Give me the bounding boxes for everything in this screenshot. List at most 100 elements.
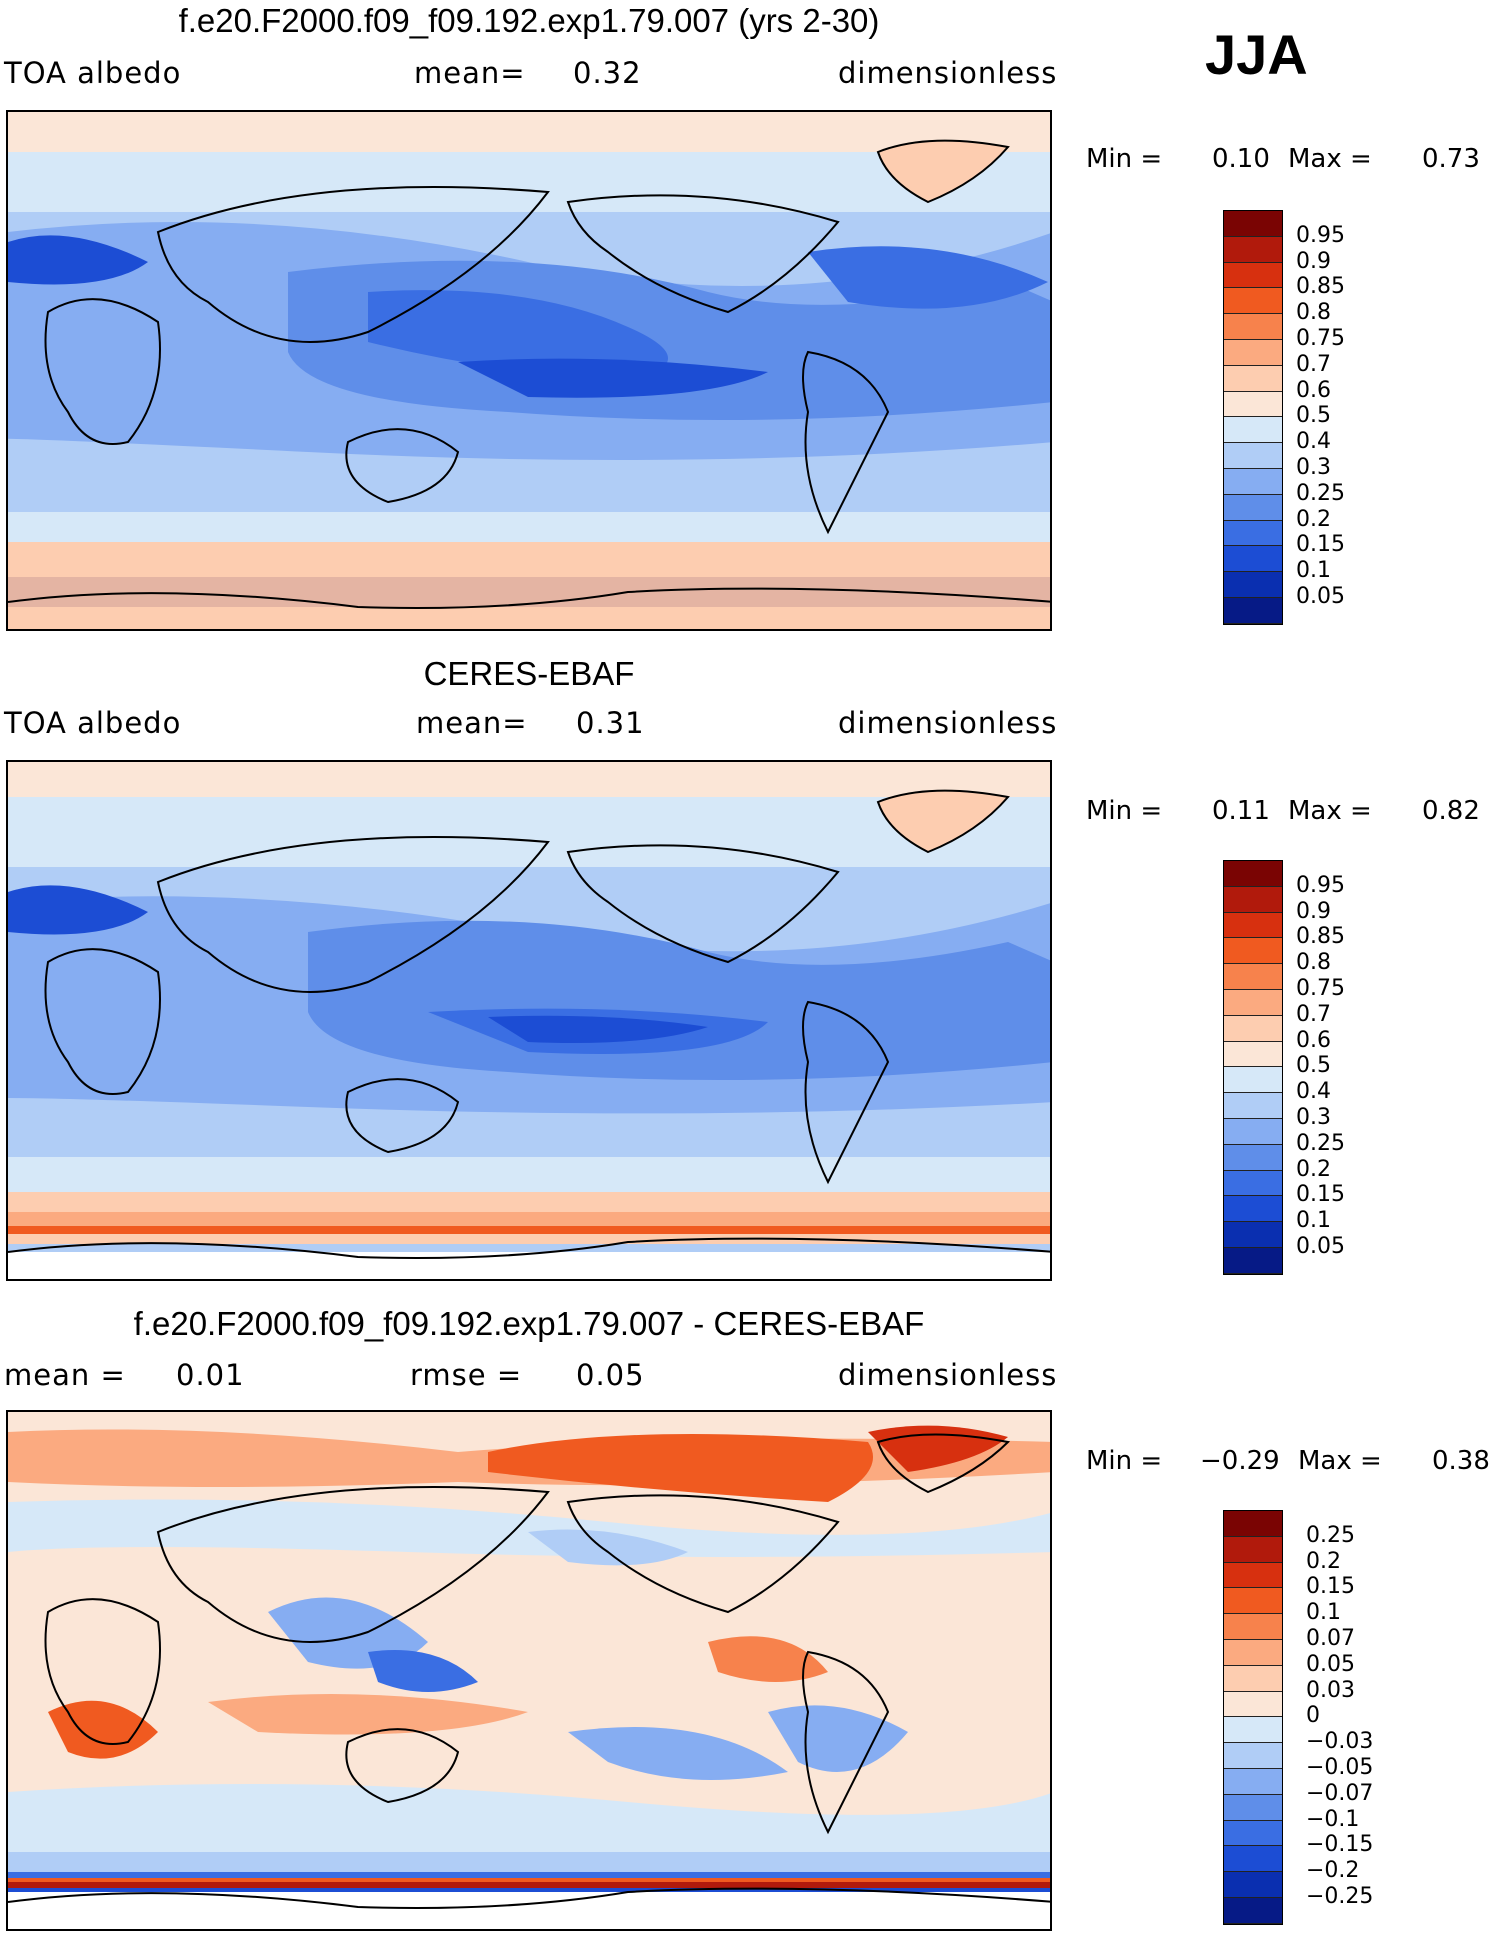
colorbar-swatch [1224, 1041, 1282, 1068]
panel2-max-value: 0.82 [1422, 796, 1480, 826]
colorbar-swatch [1224, 546, 1282, 573]
colorbar-tick-label: 0.2 [1306, 1548, 1341, 1574]
colorbar-swatch [1224, 236, 1282, 263]
colorbar-swatch [1224, 1820, 1282, 1847]
colorbar-tick-label: 0.05 [1306, 1651, 1355, 1677]
colorbar-tick-label: −0.25 [1306, 1884, 1374, 1909]
colorbar-tick-label: 0.95 [1296, 222, 1345, 248]
panel2-mean-label: mean= [416, 706, 528, 740]
panel1-mean-label: mean= [414, 56, 526, 90]
colorbar-tick-label: 0.25 [1306, 1522, 1355, 1548]
colorbar-swatch [1224, 1170, 1282, 1197]
colorbar-swatch [1224, 1768, 1282, 1795]
colorbar-tick-label: −0.03 [1306, 1729, 1374, 1755]
colorbar-swatch [1224, 1665, 1282, 1692]
panel1-min-label: Min = [1086, 144, 1163, 174]
colorbar-swatch [1224, 1247, 1282, 1274]
panel1-map [6, 110, 1052, 631]
panel3-min-value: −0.29 [1200, 1446, 1280, 1476]
colorbar-tick-label: 0.75 [1296, 976, 1345, 1001]
colorbar-tick-label: −0.07 [1306, 1780, 1374, 1806]
panel3-max-label: Max = [1298, 1446, 1382, 1476]
colorbar-tick-label: 0.1 [1306, 1600, 1341, 1626]
colorbar-swatch [1224, 886, 1282, 913]
colorbar-tick-label: 0.85 [1296, 274, 1345, 300]
colorbar-tick-label: 0.1 [1296, 1208, 1331, 1234]
colorbar-tick-label: 0.3 [1296, 455, 1331, 480]
colorbar-tick-label: 0.03 [1306, 1677, 1355, 1703]
colorbar-swatch [1224, 443, 1282, 469]
colorbar-tick-label: −0.2 [1306, 1858, 1360, 1884]
panel3-title: f.e20.F2000.f09_f09.192.exp1.79.007 - CE… [133, 1305, 925, 1342]
panel1-title: f.e20.F2000.f09_f09.192.exp1.79.007 (yrs… [178, 2, 880, 39]
colorbar-swatch [1224, 597, 1282, 624]
colorbar-swatch [1224, 417, 1282, 444]
panel3-mean-value: 0.01 [176, 1358, 245, 1392]
colorbar-tick-label: 0.5 [1296, 403, 1331, 429]
colorbar-tick-label: 0.25 [1296, 1130, 1345, 1156]
colorbar-tick-label: 0.8 [1296, 950, 1331, 976]
colorbar-swatch [1224, 520, 1282, 547]
panel3-rmse-value: 0.05 [576, 1358, 645, 1392]
panel1-max-label: Max = [1288, 144, 1372, 174]
colorbar-tick-label: 0.05 [1296, 584, 1345, 609]
colorbar-swatch [1224, 468, 1282, 495]
colorbar-swatch [1224, 211, 1282, 237]
season-label: JJA [1205, 23, 1308, 86]
panel2-colorbar [1223, 860, 1283, 1275]
colorbar-swatch [1224, 1691, 1282, 1718]
panel2-min-value: 0.11 [1212, 796, 1270, 826]
colorbar-tick-label: 0.1 [1296, 558, 1331, 584]
colorbar-swatch [1224, 1196, 1282, 1223]
panel3-map-field [8, 1412, 1050, 1929]
colorbar-tick-label: 0.6 [1296, 1027, 1331, 1053]
colorbar-tick-label: 0.85 [1296, 924, 1345, 950]
panel3-map [6, 1410, 1052, 1931]
colorbar-tick-label: 0.7 [1296, 351, 1331, 377]
colorbar-swatch [1224, 572, 1282, 598]
colorbar-swatch [1224, 1846, 1282, 1873]
colorbar-swatch [1224, 1093, 1282, 1119]
colorbar-swatch [1224, 1118, 1282, 1145]
colorbar-tick-label: 0.15 [1296, 1182, 1345, 1208]
colorbar-tick-label: 0.6 [1296, 377, 1331, 403]
colorbar-swatch [1224, 1536, 1282, 1563]
colorbar-tick-label: 0.15 [1296, 532, 1345, 558]
panel1-min-value: 0.10 [1212, 144, 1270, 174]
colorbar-swatch [1224, 1588, 1282, 1615]
colorbar-tick-label: 0.9 [1296, 248, 1331, 274]
colorbar-swatch [1224, 989, 1282, 1016]
panel2-map-field [8, 762, 1050, 1279]
colorbar-swatch [1224, 1794, 1282, 1821]
panel1-colorbar [1223, 210, 1283, 625]
panel3-colorbar [1223, 1510, 1283, 1925]
colorbar-tick-label: 0.15 [1306, 1574, 1355, 1600]
colorbar-swatch [1224, 1067, 1282, 1094]
colorbar-swatch [1224, 1717, 1282, 1744]
colorbar-swatch [1224, 1511, 1282, 1537]
colorbar-tick-label: 0.3 [1296, 1105, 1331, 1130]
colorbar-tick-label: 0.95 [1296, 872, 1345, 898]
panel3-units: dimensionless [838, 1358, 1058, 1392]
panel2-max-label: Max = [1288, 796, 1372, 826]
colorbar-tick-label: 0.5 [1296, 1053, 1331, 1079]
colorbar-swatch [1224, 1639, 1282, 1666]
colorbar-swatch [1224, 1614, 1282, 1640]
colorbar-swatch [1224, 1897, 1282, 1924]
colorbar-swatch [1224, 1144, 1282, 1171]
colorbar-tick-label: 0.8 [1296, 300, 1331, 326]
colorbar-tick-label: 0.25 [1296, 480, 1345, 506]
colorbar-swatch [1224, 288, 1282, 315]
colorbar-tick-label: −0.15 [1306, 1832, 1374, 1858]
colorbar-swatch [1224, 964, 1282, 990]
panel3-mean-label: mean = [4, 1358, 126, 1392]
colorbar-swatch [1224, 1015, 1282, 1042]
colorbar-tick-label: 0.07 [1306, 1626, 1355, 1651]
colorbar-swatch [1224, 262, 1282, 289]
colorbar-tick-label: 0.4 [1296, 429, 1331, 455]
colorbar-tick-label: 0.4 [1296, 1079, 1331, 1105]
panel2-variable-label: TOA albedo [4, 706, 182, 740]
colorbar-swatch [1224, 1872, 1282, 1898]
colorbar-tick-label: 0.75 [1296, 326, 1345, 351]
colorbar-swatch [1224, 861, 1282, 887]
